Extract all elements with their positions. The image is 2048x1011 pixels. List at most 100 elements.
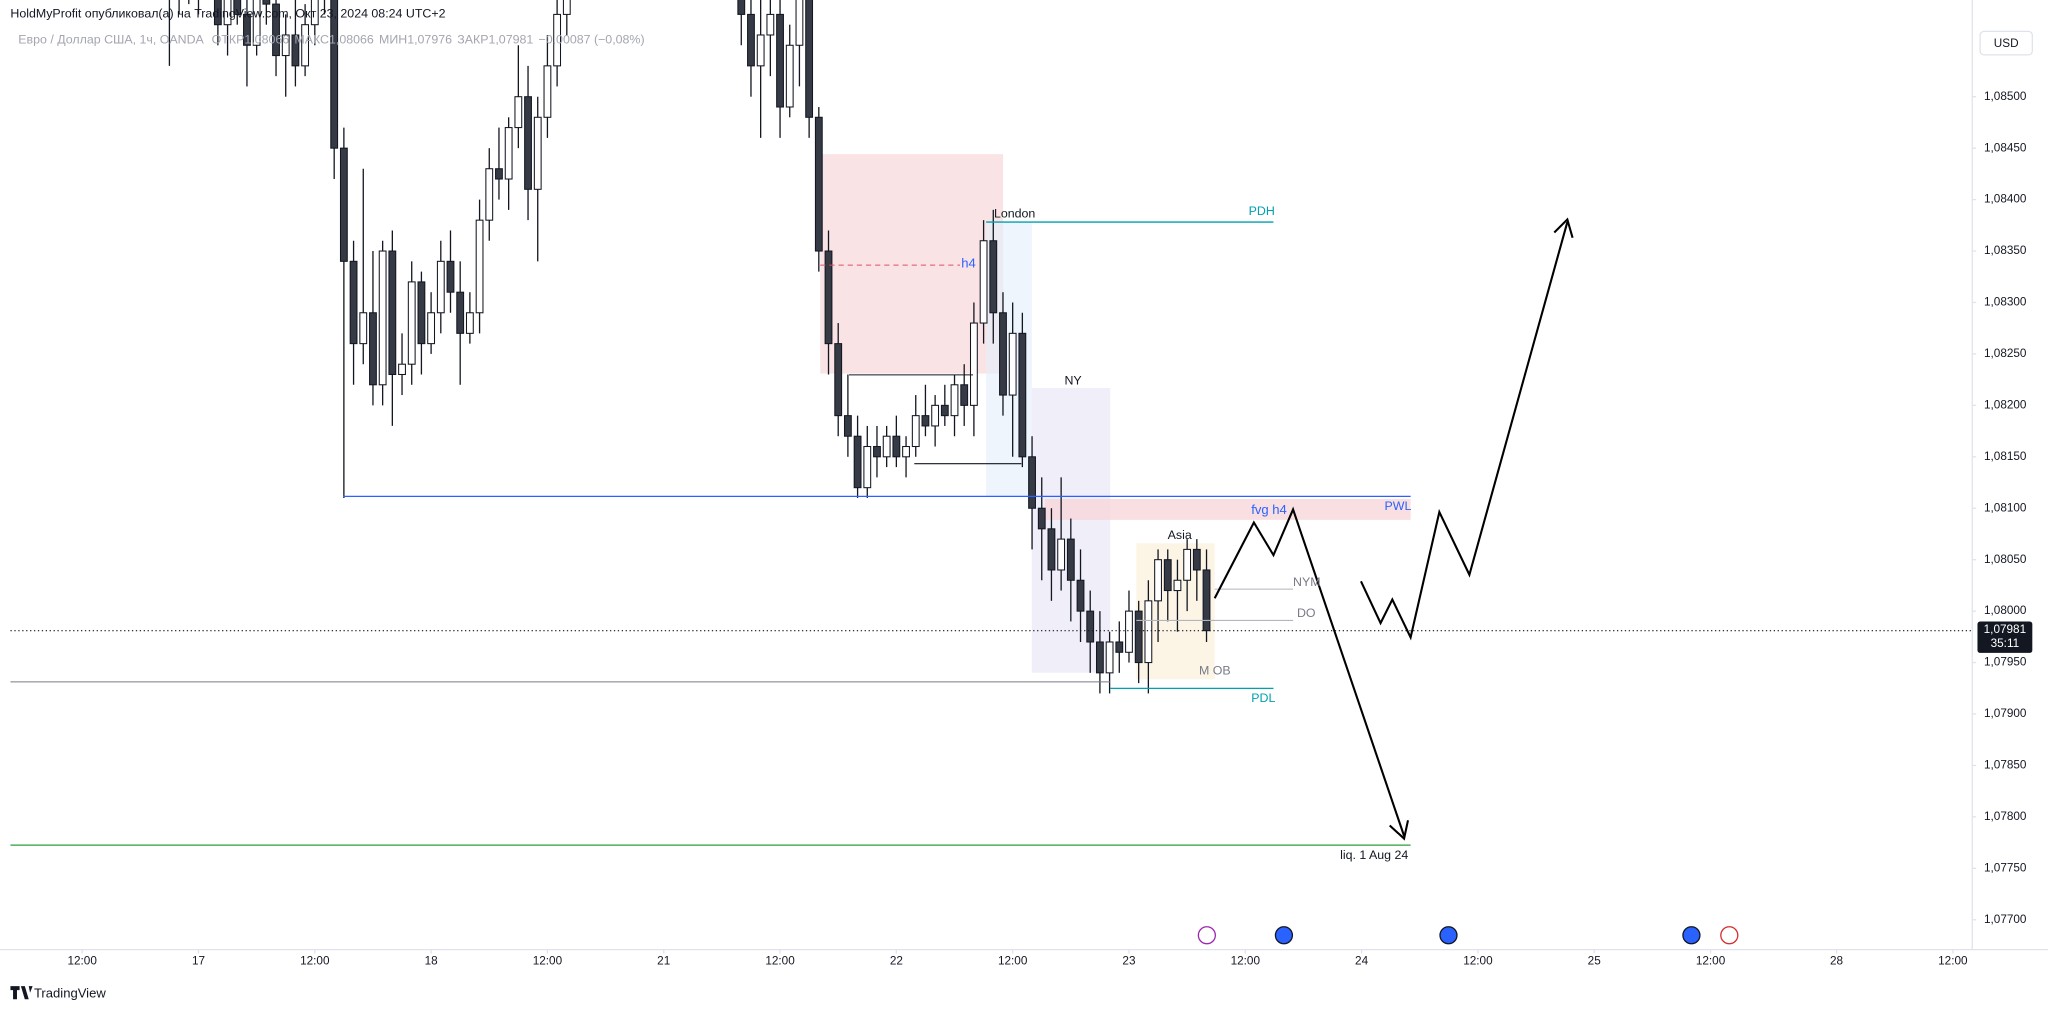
candle-body [310,0,319,26]
candle-body [281,34,290,57]
annotation: PDH [1249,204,1275,218]
x-tick-label: 22 [890,954,903,967]
annotation: DO [1297,606,1316,620]
legend-label: МАКС [294,33,329,47]
candle-body [359,312,368,345]
candle-body [1066,538,1075,581]
candle-body [1018,332,1027,458]
legend: Евро / Доллар США, 1ч, OANDA ОТКР1,08066 М… [18,33,644,47]
event-icon[interactable] [1720,926,1739,945]
legend-label: МИН [379,33,407,47]
candle-body [873,445,881,458]
candle-body [427,312,436,345]
candle-body [436,260,445,314]
currency-label: USD [1994,37,2019,50]
legend-value: 1,08066 [329,33,374,47]
candle-body [1008,332,1017,396]
candle-body [543,65,552,118]
annotation: PDL [1251,691,1275,705]
x-tick-label: 12:00 [765,954,795,967]
candle-body [223,0,232,26]
candle-body [369,312,377,386]
legend-value: 1,07976 [407,33,452,47]
candle-body [485,168,494,221]
candle-body [1202,569,1211,632]
x-tick-label: 12:00 [533,954,563,967]
annotation: London [994,206,1035,220]
event-icon[interactable] [1439,926,1458,945]
legend-label: ЗАКР [457,33,488,47]
candle-body [931,404,940,427]
currency-button[interactable] [1979,30,2033,56]
candle-body [853,435,862,489]
legend-label: ОТКР [212,33,245,47]
legend-value: 1,07981 [488,33,533,47]
candle-body [446,260,455,293]
candle-body [495,168,503,180]
event-icons [1197,926,1739,945]
candle-body [911,415,920,448]
candle-body [553,13,562,67]
y-tick-label: 1,07700 [1984,913,2027,926]
candle-body [747,13,755,67]
candle-body [398,363,406,376]
candle-body [1086,610,1095,643]
annotation: NY [1064,374,1081,388]
candle-body [388,250,397,376]
event-icon[interactable] [1274,926,1294,945]
candles [168,0,1211,694]
candle-body [834,343,843,417]
y-tick-label: 1,08100 [1984,501,2027,514]
candle-body [863,445,872,489]
candle-body [524,96,532,190]
y-tick-label: 1,08200 [1984,398,2027,411]
annotation: PWL [1384,499,1411,513]
candle-body [330,0,339,149]
y-tick-label: 1,08250 [1984,347,2027,360]
candle-body [1144,600,1153,664]
candle-body [776,13,784,108]
legend-change: −0,00087 (−0,08%) [538,33,644,47]
candle-body [921,415,930,427]
candle-body [262,0,271,5]
last-price-label: 1,07981 [1984,623,2026,636]
projection-path [1360,221,1569,641]
candle-body [378,250,387,386]
candle-body [814,116,823,252]
y-tick-label: 1,07850 [1984,759,2027,772]
candle-body [999,312,1007,396]
event-icon[interactable] [1682,926,1701,945]
candle-body [475,219,484,314]
candle-body [1028,456,1036,509]
candle-body [989,240,998,314]
candle-body [1192,548,1201,571]
x-tick-label: 23 [1122,954,1136,967]
candle-body [233,0,242,15]
y-tick-label: 1,07950 [1984,656,2027,669]
annotation: liq. 1 Aug 24 [1340,848,1408,862]
candle-body [940,404,949,417]
y-tick-label: 1,08500 [1984,90,2027,103]
candle-body [902,445,910,458]
candle-body [301,24,310,67]
candle-body [456,291,465,334]
candle-body [465,312,474,334]
x-tick-label: 12:00 [1696,954,1726,967]
y-tick-label: 1,08300 [1984,296,2027,309]
candle-body [272,3,280,57]
event-icon[interactable] [1197,926,1216,945]
brand-logo [10,986,33,1000]
candle-body [843,415,852,437]
candle-body [824,250,833,345]
x-tick-label: 12:00 [1231,954,1261,967]
x-tick-label: 25 [1588,954,1602,967]
candle-body [243,13,251,46]
annotation: NYM [1293,575,1321,589]
header: HoldMyProfit опубликовал(а) на TradingVi… [10,7,445,21]
last-price-tag [1977,621,2033,653]
candle-body [1125,610,1133,653]
candle-body [1095,641,1104,674]
y-tick-label: 1,08450 [1984,141,2027,154]
candle-body [213,0,222,26]
